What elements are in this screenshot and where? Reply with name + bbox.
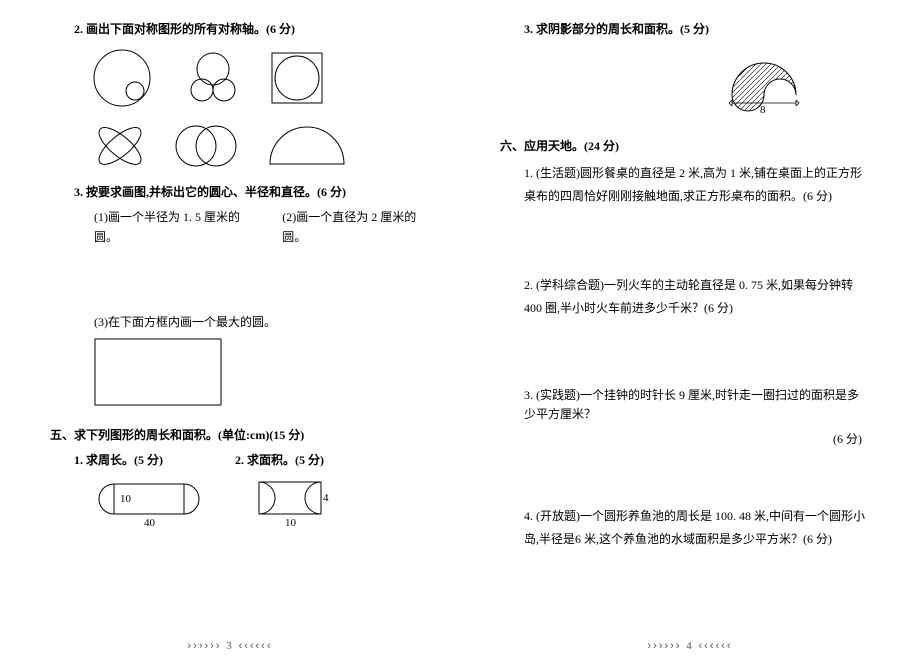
q5-2-radius-label: 4: [323, 492, 329, 504]
q2-shapes-row-2: [90, 121, 420, 171]
q5-1-width-label: 40: [144, 517, 156, 529]
q5-1-title: 1. 求周长。(5 分): [50, 451, 235, 470]
q5-2-width-label: 10: [285, 517, 297, 529]
q5-2-figure: 4 10: [245, 476, 355, 532]
section6-title: 六、应用天地。(24 分): [500, 137, 870, 156]
section5-title: 五、求下列图形的周长和面积。(单位:cm)(15 分): [50, 426, 420, 445]
q6-3-points: (6 分): [500, 430, 870, 449]
q6-3-text: 3. (实践题)一个挂钟的时针长 9 厘米,时针走一圈扫过的面积是多少平方厘米？: [500, 386, 870, 424]
q5-3-figure: 8: [720, 45, 870, 119]
shape-petals: [90, 124, 150, 168]
q5-3-dim-label: 8: [760, 104, 766, 115]
page-number-left: ›››››› 3 ‹‹‹‹‹‹: [188, 640, 273, 652]
shape-two-overlapping-circles: [168, 121, 244, 171]
q5-1-height-label: 10: [120, 493, 132, 505]
q6-4-text: 4. (开放题)一个圆形养鱼池的周长是 100. 48 米,中间有一个圆形小岛,…: [500, 505, 870, 551]
q2-text: 2. 画出下面对称图形的所有对称轴。(6 分): [50, 20, 420, 39]
shape-three-circles: [178, 47, 248, 109]
q5-3-title: 3. 求阴影部分的周长和面积。(5 分): [500, 20, 870, 39]
q3-sub2: (2)画一个直径为 2 厘米的圆。: [282, 208, 420, 246]
q6-2-text: 2. (学科综合题)一列火车的主动轮直径是 0. 75 米,如果每分钟转 400…: [500, 274, 870, 320]
shape-semicircle: [262, 122, 352, 170]
q2-shapes-row-1: [90, 47, 420, 109]
shape-circle-in-square: [266, 47, 328, 109]
q5-2-title: 2. 求面积。(5 分): [235, 451, 420, 470]
q3-sub3: (3)在下面方框内画一个最大的圆。: [50, 313, 420, 332]
q5-1-figure: 10 40: [86, 476, 226, 532]
q6-1-text: 1. (生活题)圆形餐桌的直径是 2 米,高为 1 米,铺在桌面上的正方形桌布的…: [500, 162, 870, 208]
q3-sub1: (1)画一个半径为 1. 5 厘米的圆。: [94, 208, 242, 246]
shape-big-small-circle: [90, 47, 160, 109]
q3-rectangle-frame: [94, 338, 420, 412]
page-number-right: ›››››› 4 ‹‹‹‹‹‹: [648, 640, 733, 652]
q3-text: 3. 按要求画图,并标出它的圆心、半径和直径。(6 分): [50, 183, 420, 202]
